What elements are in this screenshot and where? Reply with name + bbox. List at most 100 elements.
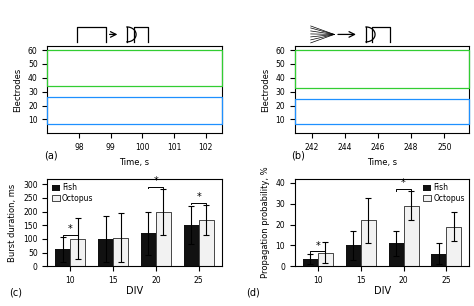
Point (86, 48, 93, 53)
Point (448, 48, 456, 53)
Point (213, 103, 220, 108)
Point (87, 82, 95, 87)
Point (104, 84, 111, 89)
Point (417, 54, 425, 59)
Point (181, 99, 189, 104)
Point (210, 53, 218, 58)
Point (398, 109, 406, 114)
Point (215, 73, 222, 77)
Point (301, 70, 309, 75)
Point (334, 80, 342, 84)
Point (148, 124, 156, 129)
Point (149, 80, 157, 84)
Point (135, 66, 143, 71)
Point (117, 107, 124, 112)
Point (301, 106, 308, 111)
Point (83, 105, 91, 110)
Point (210, 93, 218, 98)
Point (333, 109, 340, 114)
Point (210, 45, 218, 50)
Point (319, 127, 326, 132)
Point (197, 78, 205, 83)
Point (196, 96, 203, 101)
Point (349, 128, 357, 133)
Point (431, 123, 439, 128)
Point (381, 116, 389, 121)
Point (214, 57, 222, 62)
Point (125, 100, 132, 105)
Point (315, 100, 322, 105)
Point (416, 60, 424, 65)
Point (318, 52, 325, 57)
Point (118, 48, 126, 53)
Point (383, 50, 391, 55)
Point (365, 110, 373, 115)
Point (366, 48, 374, 53)
Point (434, 125, 441, 130)
Point (415, 71, 423, 76)
Point (63, 89, 71, 94)
Point (148, 49, 155, 54)
Point (197, 88, 204, 93)
Point (167, 78, 174, 83)
Point (102, 78, 109, 83)
Point (365, 105, 372, 110)
Point (448, 84, 456, 89)
Point (200, 62, 208, 66)
Point (301, 96, 309, 101)
Point (367, 113, 375, 118)
Point (181, 92, 189, 97)
Point (180, 87, 188, 91)
Point (163, 124, 171, 129)
Point (300, 63, 307, 68)
Point (168, 49, 175, 54)
Point (198, 67, 205, 72)
Point (301, 95, 309, 100)
Point (350, 71, 358, 76)
Point (168, 75, 176, 80)
Point (385, 93, 392, 98)
Point (384, 49, 392, 54)
Point (152, 50, 159, 55)
Point (417, 60, 425, 65)
Point (399, 91, 407, 95)
Point (383, 66, 391, 71)
Point (88, 128, 96, 133)
Point (385, 116, 392, 121)
Point (120, 107, 128, 112)
Point (118, 120, 126, 125)
Point (165, 103, 173, 108)
Point (167, 62, 175, 66)
Point (417, 56, 425, 61)
Point (350, 106, 357, 111)
Point (62, 125, 69, 130)
Point (120, 69, 128, 73)
Point (119, 96, 127, 101)
Point (450, 81, 458, 86)
Point (317, 48, 325, 53)
Point (163, 114, 171, 119)
Point (185, 127, 193, 132)
Point (382, 48, 390, 53)
Point (348, 60, 356, 65)
Point (448, 120, 456, 125)
Point (417, 63, 424, 68)
Point (432, 85, 439, 90)
Point (137, 129, 145, 134)
Point (166, 74, 173, 79)
Point (168, 45, 176, 50)
Point (382, 78, 390, 83)
Point (434, 78, 441, 83)
Point (347, 107, 355, 112)
Point (216, 102, 224, 106)
Point (433, 77, 441, 82)
Point (196, 45, 204, 50)
Point (182, 128, 190, 133)
Point (210, 125, 218, 130)
Point (431, 82, 439, 87)
Point (117, 124, 124, 129)
Point (418, 113, 425, 118)
Point (122, 84, 129, 89)
Point (347, 120, 355, 125)
Point (153, 102, 161, 106)
